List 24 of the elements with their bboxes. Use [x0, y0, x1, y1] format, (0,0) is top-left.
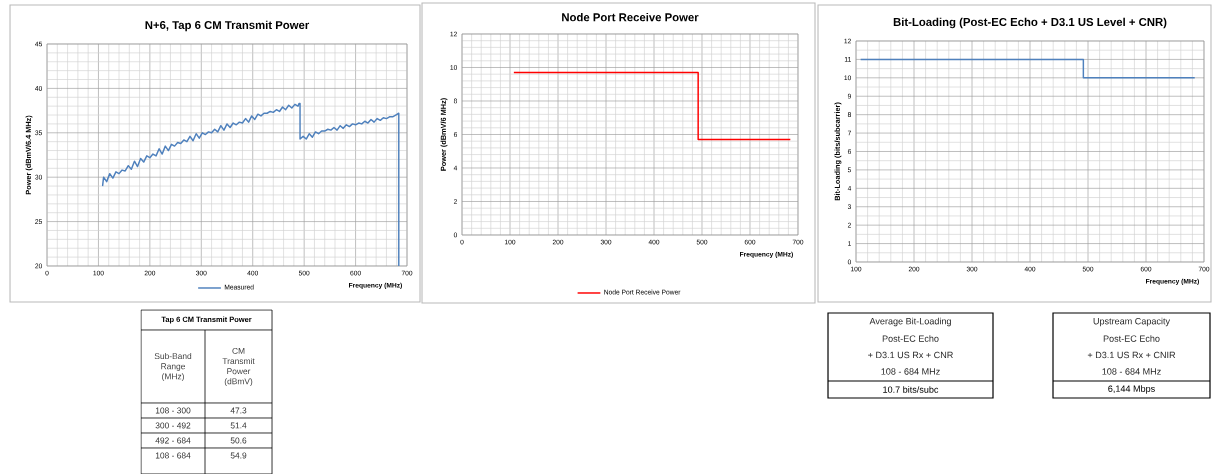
chart-title: N+6, Tap 6 CM Transmit Power [145, 20, 310, 32]
data-label: 54.9 [230, 452, 247, 459]
data-label: 51.4 [230, 422, 247, 429]
data-label: 50.6 [230, 437, 247, 444]
text: 6,144 Mbps [1108, 385, 1155, 394]
text: + D3.1 US Rx + CNR [868, 351, 953, 359]
data-label: 47.3 [230, 407, 247, 414]
line-series [101, 102, 400, 266]
text: Average Bit-Loading [869, 317, 951, 327]
category-label: 492 - 684 [155, 437, 191, 444]
chart-title: Bit-Loading (Post-EC Echo + D3.1 US Level + CNR) [893, 17, 1167, 29]
category-label: 108 - 300 [155, 407, 191, 414]
text: CM Transmit Power (dBmV) [222, 347, 255, 386]
text: 10.7 bits/subc [883, 386, 939, 393]
category-label: 300 - 492 [155, 422, 191, 429]
text: Upstream Capacity [1093, 317, 1171, 327]
text: 108 - 684 MHz [1102, 368, 1161, 375]
category-label: 108 - 684 [155, 452, 191, 459]
text: + D3.1 US Rx + CNIR [1087, 351, 1176, 359]
chart-title: Node Port Receive Power [562, 12, 699, 22]
text: Post-EC Echo [1103, 335, 1160, 342]
text: Post-EC Echo [882, 335, 939, 342]
text: 108 - 684 MHz [881, 368, 940, 375]
text: Sub-Band Range (MHz) [154, 352, 192, 382]
